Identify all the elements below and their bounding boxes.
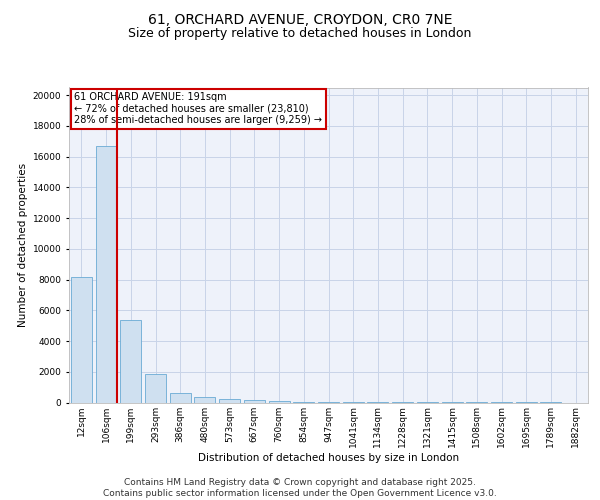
Bar — [269, 401, 290, 402]
Bar — [219, 400, 240, 402]
Bar — [71, 278, 92, 402]
Y-axis label: Number of detached properties: Number of detached properties — [19, 163, 28, 327]
Text: 61 ORCHARD AVENUE: 191sqm
← 72% of detached houses are smaller (23,810)
28% of s: 61 ORCHARD AVENUE: 191sqm ← 72% of detac… — [74, 92, 322, 126]
Text: Size of property relative to detached houses in London: Size of property relative to detached ho… — [128, 28, 472, 40]
X-axis label: Distribution of detached houses by size in London: Distribution of detached houses by size … — [198, 453, 459, 463]
Bar — [120, 320, 141, 402]
Text: 61, ORCHARD AVENUE, CROYDON, CR0 7NE: 61, ORCHARD AVENUE, CROYDON, CR0 7NE — [148, 12, 452, 26]
Text: Contains HM Land Registry data © Crown copyright and database right 2025.
Contai: Contains HM Land Registry data © Crown c… — [103, 478, 497, 498]
Bar — [95, 146, 116, 403]
Bar — [244, 400, 265, 402]
Bar — [170, 392, 191, 402]
Bar — [145, 374, 166, 402]
Bar — [194, 397, 215, 402]
